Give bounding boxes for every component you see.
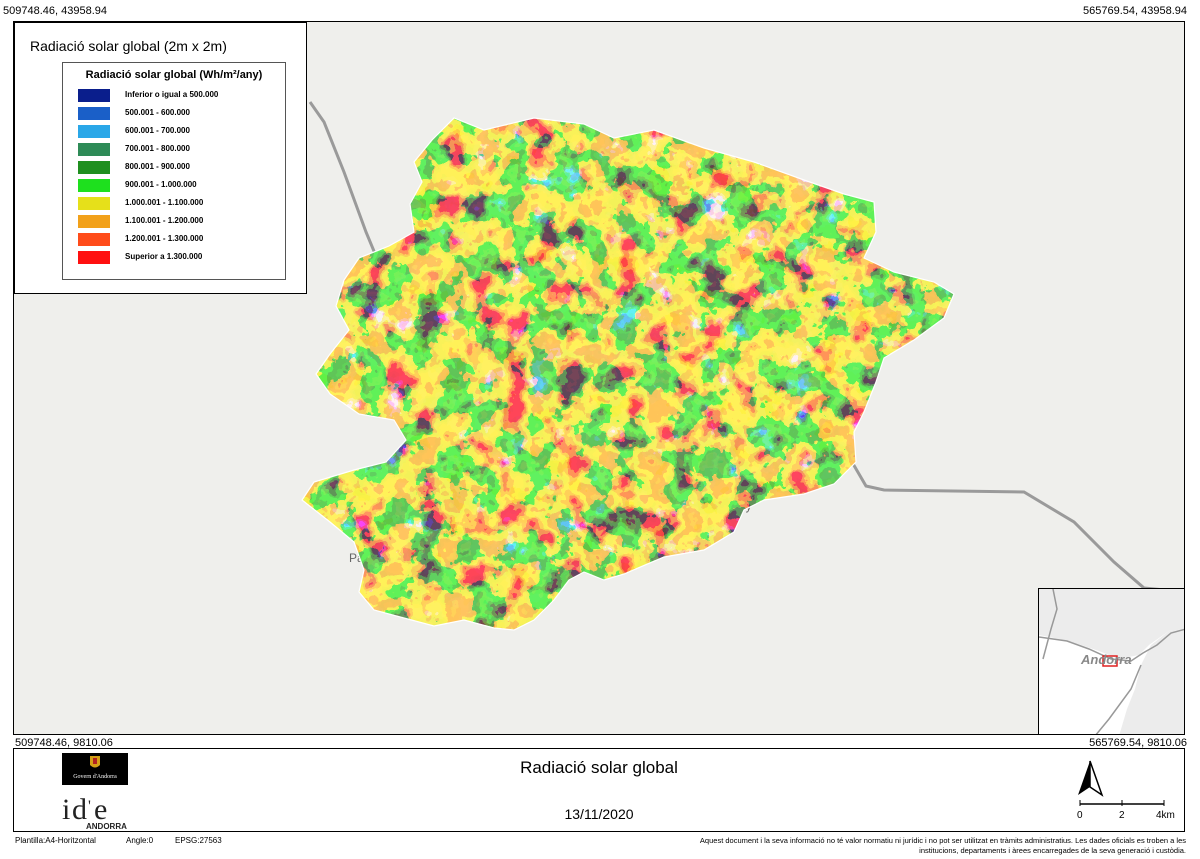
- scale-tick-0: 0: [1077, 810, 1083, 821]
- legend-swatch: [78, 143, 110, 156]
- ide-logo-text: ANDORRA: [86, 822, 127, 831]
- border-road-east: [850, 461, 1184, 594]
- map-frame[interactable]: Pa ny Radiació solar global (2m x 2m) Ra…: [13, 21, 1185, 735]
- legend-swatch: [78, 125, 110, 138]
- govern-logo-text: Govern d'Andorra: [73, 774, 117, 780]
- inset-svg: [1039, 589, 1184, 734]
- legend-swatch: [78, 233, 110, 246]
- legend-label: 700.001 - 800.000: [125, 144, 190, 153]
- disclaimer-line-1: Aquest document i la seva informació no …: [699, 836, 1186, 845]
- legend-label: 800.001 - 900.000: [125, 162, 190, 171]
- country-outline: [301, 117, 955, 631]
- disclaimer-line-2: institucions, departaments i àrees encar…: [919, 846, 1186, 855]
- legend-label: 1.200.001 - 1.300.000: [125, 234, 204, 243]
- map-footer: Govern d'Andorra i d ' e ANDORRA Radiaci…: [13, 748, 1185, 832]
- inset-road-south: [1095, 664, 1142, 734]
- scale-tick-2: 2: [1119, 810, 1125, 821]
- ide-andorra-logo: i d ' e ANDORRA: [62, 791, 132, 831]
- solar-radiation-map[interactable]: Pa ny: [14, 22, 1185, 735]
- legend-label: 900.001 - 1.000.000: [125, 180, 197, 189]
- map-date: 13/11/2020: [564, 806, 634, 822]
- legend-swatch: [78, 179, 110, 192]
- govern-andorra-logo: Govern d'Andorra: [62, 753, 128, 785]
- legend-swatch: [78, 161, 110, 174]
- legend-box: Radiació solar global (Wh/m²/any) Inferi…: [62, 62, 286, 280]
- svg-text:d: d: [72, 793, 87, 826]
- legend-label: 1.000.001 - 1.100.000: [125, 198, 204, 207]
- legend-swatch: [78, 215, 110, 228]
- template-name: Plantilla:A4-Horitzontal: [15, 836, 96, 845]
- inset-border: [1039, 628, 1184, 662]
- legend-panel: Radiació solar global (2m x 2m) Radiació…: [14, 22, 307, 294]
- inset-extent-box: [1102, 655, 1118, 667]
- legend-swatch: [78, 197, 110, 210]
- map-title: Radiació solar global: [520, 758, 678, 777]
- inset-coast: [1119, 629, 1184, 734]
- legend-swatch: [78, 107, 110, 120]
- corner-coord-bottom-right: 565769.54, 9810.06: [1089, 737, 1187, 749]
- epsg-info: EPSG:27563: [175, 836, 222, 845]
- legend-label: 600.001 - 700.000: [125, 126, 190, 135]
- corner-coord-top-right: 565769.54, 43958.94: [1083, 5, 1187, 17]
- legend-subtitle: Radiació solar global (Wh/m²/any): [85, 69, 263, 81]
- north-arrow-icon: [1078, 760, 1104, 797]
- inset-road: [1042, 589, 1058, 660]
- legend-swatch: [78, 89, 110, 102]
- angle-info: Angle:0: [126, 836, 154, 845]
- corner-coord-top-left: 509748.46, 43958.94: [3, 5, 107, 17]
- svg-text:e: e: [94, 793, 107, 826]
- legend-label: Inferior o igual a 500.000: [125, 90, 219, 99]
- legend-title: Radiació solar global (2m x 2m): [30, 38, 227, 54]
- scale-tick-4km: 4km: [1156, 810, 1175, 821]
- svg-text:': ': [88, 798, 91, 815]
- svg-text:i: i: [62, 793, 70, 826]
- legend-label: Superior a 1.300.000: [125, 252, 203, 261]
- border-road-north: [308, 101, 388, 281]
- locator-inset-map[interactable]: Andorra: [1038, 588, 1185, 735]
- legend-swatch: [78, 251, 110, 264]
- inset-land: [1039, 589, 1184, 659]
- corner-coord-bottom-left: 509748.46, 9810.06: [15, 737, 113, 749]
- legend-label: 500.001 - 600.000: [125, 108, 190, 117]
- scale-bar: 0 2 4km: [1077, 800, 1175, 821]
- legend-label: 1.100.001 - 1.200.000: [125, 216, 204, 225]
- andorra-crest-icon: [90, 756, 100, 768]
- inset-label: Andorra: [1081, 652, 1132, 667]
